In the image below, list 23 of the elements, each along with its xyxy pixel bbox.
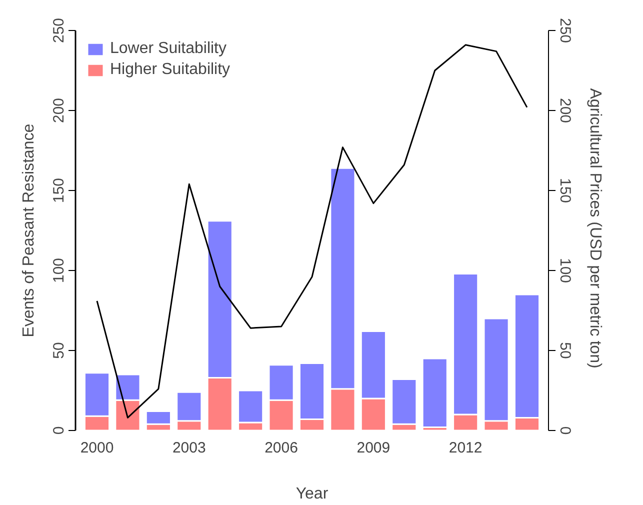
bar bbox=[422, 358, 448, 428]
x-tick-label: 2003 bbox=[172, 440, 206, 456]
y-tick-label: 250 bbox=[50, 18, 68, 44]
y-tick-label: 50 bbox=[50, 342, 68, 359]
y2-tick-label: 250 bbox=[556, 18, 574, 44]
y2-tick-label: 150 bbox=[556, 178, 574, 204]
y2-tick-label: 100 bbox=[556, 258, 574, 284]
x-axis-title: Year bbox=[296, 486, 329, 502]
x-tick-label: 2009 bbox=[356, 440, 390, 456]
x-tick-label: 2006 bbox=[264, 440, 298, 456]
y2-axis-title: Agricultural Prices (USD per metric ton) bbox=[586, 88, 604, 368]
x-tick-label: 2000 bbox=[80, 440, 114, 456]
y-tick-label: 200 bbox=[50, 98, 68, 124]
x-tick-label: 2012 bbox=[448, 440, 482, 456]
y-tick-label: 100 bbox=[50, 258, 68, 284]
y2-tick-label: 50 bbox=[556, 342, 574, 359]
legend-label: Higher Suitability bbox=[110, 61, 230, 79]
y-tick-label: 150 bbox=[50, 178, 68, 204]
y2-tick-label: 200 bbox=[556, 98, 574, 124]
y-axis-title: Events of Peasant Resistance bbox=[20, 124, 38, 338]
legend-label: Lower Suitability bbox=[110, 40, 226, 58]
y-tick-label: 0 bbox=[50, 426, 68, 435]
y2-tick-label: 0 bbox=[556, 426, 574, 435]
